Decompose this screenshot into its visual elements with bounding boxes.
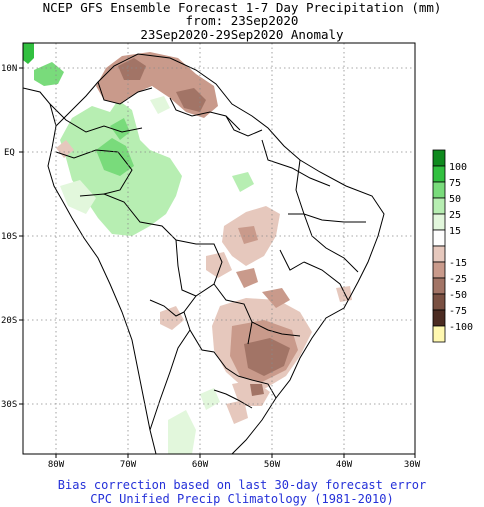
forecast-start-date: from: 23Sep2020 [185,13,299,28]
country-borders [23,53,385,454]
legend-swatch [432,261,446,279]
map-title: NCEP GFS Ensemble Forecast 1-7 Day Preci… [42,0,442,15]
legend-label: -100 [449,322,473,333]
climatology-source-note: CPC Unified Precip Climatology (1981-201… [90,492,394,506]
lon-label-30w: 30W [404,460,421,470]
legend-swatch [432,277,446,295]
legend-label: 100 [449,162,467,173]
legend-swatch [432,229,446,247]
tick-marks [19,67,416,458]
lat-label-20s: 20S [1,316,17,326]
legend-label: -15 [449,258,467,269]
legend-swatch [432,293,446,311]
lat-label-eq: EQ [4,148,15,158]
legend-swatch [432,181,446,199]
bias-correction-note: Bias correction based on last 30-day for… [57,478,427,492]
legend-swatch [432,309,446,327]
legend-label: -25 [449,274,467,285]
graticule [23,43,415,454]
legend-swatch [432,213,446,231]
dry-anomaly-areas [56,52,352,424]
color-legend: 100 75 50 25 15 -15 -25 -50 -75 -100 [432,149,473,343]
forecast-period: 23Sep2020-29Sep2020 Anomaly [140,27,344,42]
legend-swatch [432,325,446,343]
legend-label: -75 [449,306,467,317]
legend-label: 75 [449,178,461,189]
lat-label-10n: 10N [1,64,17,74]
lon-label-80w: 80W [48,460,65,470]
lon-label-50w: 50W [264,460,281,470]
legend-label: 15 [449,226,461,237]
legend-label: 50 [449,194,461,205]
legend-swatch [432,197,446,215]
legend-swatch [432,149,446,167]
legend-label: 25 [449,210,461,221]
lat-label-10s: 10S [1,232,17,242]
legend-swatch [432,165,446,183]
lon-label-70w: 70W [120,460,137,470]
map-frame [22,42,416,455]
wet-anomaly-areas [23,43,254,454]
legend-label: -50 [449,290,467,301]
legend-swatch [432,245,446,263]
lon-label-60w: 60W [192,460,209,470]
lon-label-40w: 40W [336,460,353,470]
lat-label-30s: 30S [1,400,17,410]
map-frame-bg [23,43,415,454]
